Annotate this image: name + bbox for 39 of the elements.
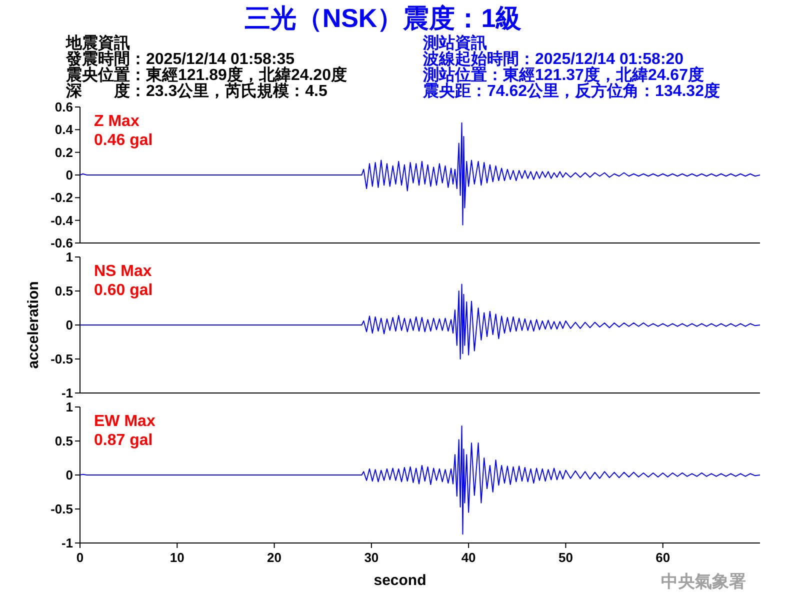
annotation: EW Max — [94, 413, 156, 430]
header: 測站資訊 — [423, 35, 487, 52]
xtick: 40 — [461, 550, 476, 565]
xtick: 50 — [558, 550, 573, 565]
ytick: -1 — [61, 386, 73, 400]
ytick: -0.4 — [50, 212, 73, 228]
ytick: 0.5 — [54, 284, 73, 298]
annotation: 0.46 gal — [94, 132, 153, 149]
xtick: 10 — [170, 550, 184, 565]
ytick: -0.2 — [50, 190, 73, 206]
xtick: 0 — [76, 550, 84, 565]
ytick: 0.5 — [54, 434, 73, 448]
header: 深 度：23.3公里，芮氏規模：4.5 — [66, 83, 328, 100]
annotation: NS Max — [94, 263, 152, 280]
ytick: 1 — [66, 400, 73, 414]
annotation: 0.87 gal — [94, 432, 153, 449]
annotation: Z Max — [94, 113, 140, 130]
ytick: 1 — [66, 250, 73, 264]
xtick: 20 — [267, 550, 282, 565]
source: 中央氣象署 — [661, 572, 746, 591]
ytick: 0 — [66, 318, 73, 332]
ytick: -0.5 — [50, 352, 73, 366]
xtick: 60 — [656, 550, 670, 565]
header: 測站位置：東經121.37度，北緯24.67度 — [423, 67, 704, 84]
ylabel: acceleration — [25, 281, 42, 369]
annotation: 0.60 gal — [94, 282, 153, 299]
xlabel: second — [374, 572, 426, 589]
header: 地震資訊 — [66, 35, 130, 52]
xtick: 30 — [364, 550, 379, 565]
ytick: -0.5 — [50, 502, 73, 516]
ytick: -0.6 — [50, 236, 73, 250]
ytick: 0.4 — [54, 122, 73, 138]
ytick: 0.2 — [54, 144, 73, 160]
ytick: 0 — [66, 168, 73, 182]
ytick: -1 — [61, 536, 73, 550]
header: 震央距：74.62公里，反方位角：134.32度 — [423, 83, 720, 100]
ytick: 0 — [66, 468, 73, 482]
title: 三光（NSK）震度：1級 — [244, 3, 522, 33]
ytick: 0.6 — [54, 100, 73, 114]
